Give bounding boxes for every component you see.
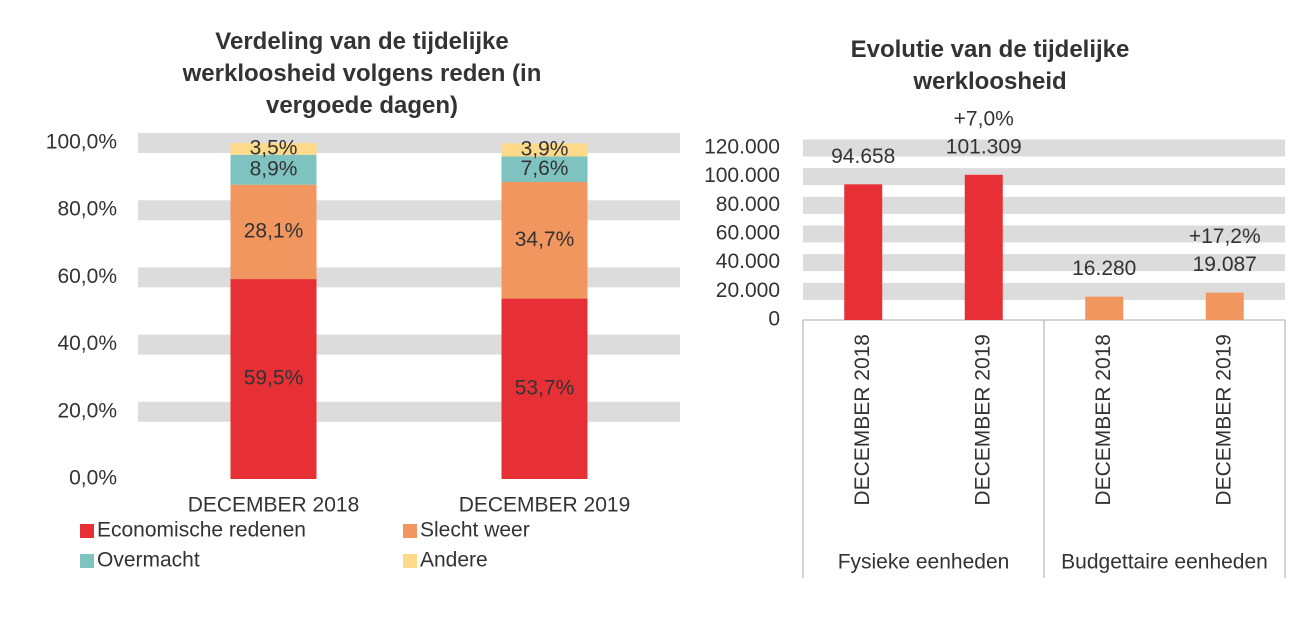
group-label: Fysieke eenheden	[838, 551, 1010, 574]
y-tick-label: 100.000	[704, 164, 780, 187]
legend-label: Economische redenen	[97, 519, 306, 542]
y-tick-label: 80,0%	[57, 198, 117, 221]
data-label: 19.087	[1193, 253, 1257, 276]
data-label: 59,5%	[244, 367, 304, 390]
bar-segment	[501, 143, 588, 157]
x-tick-label: DECEMBER 2018	[188, 494, 360, 517]
x-tick-label: DECEMBER 2019	[1212, 334, 1235, 506]
x-tick-label: DECEMBER 2018	[1092, 334, 1115, 506]
bar-segment	[230, 184, 317, 280]
y-tick-label: 40.000	[716, 250, 780, 273]
change-label: +17,2%	[1189, 225, 1261, 248]
y-tick-label: 40,0%	[57, 332, 117, 355]
y-tick-label: 120.000	[704, 136, 780, 159]
legend-swatch	[403, 524, 417, 538]
data-label: 16.280	[1072, 257, 1136, 280]
group-label: Budgettaire eenheden	[1061, 551, 1268, 574]
legend-label: Slecht weer	[420, 519, 530, 542]
data-label: 7,6%	[521, 157, 569, 180]
legend-swatch	[80, 554, 94, 568]
change-label: +7,0%	[954, 107, 1014, 130]
x-tick-label: DECEMBER 2019	[971, 334, 994, 506]
bar-segment	[230, 279, 317, 479]
chart-title: Verdeling van de tijdelijke werkloosheid…	[182, 28, 542, 119]
bar-segment	[230, 154, 317, 185]
y-tick-label: 60,0%	[57, 265, 117, 288]
y-tick-label: 0,0%	[69, 467, 117, 490]
y-tick-label: 20.000	[716, 279, 780, 302]
legend-label: Andere	[420, 549, 488, 572]
bar-segment	[501, 181, 588, 299]
chart-title: Evolutie van de tijdelijke werkloosheid	[850, 36, 1130, 95]
data-label: 3,9%	[521, 137, 569, 160]
data-label: 101.309	[946, 135, 1022, 158]
bar-segment	[501, 156, 588, 182]
x-tick-label: DECEMBER 2018	[851, 334, 874, 506]
y-tick-label: 60.000	[716, 222, 780, 245]
y-tick-label: 20,0%	[57, 399, 117, 422]
x-tick-label: DECEMBER 2019	[459, 494, 631, 517]
y-tick-label: 0	[768, 308, 780, 331]
bar-segment	[501, 298, 588, 479]
data-label: 53,7%	[515, 376, 575, 399]
legend-label: Overmacht	[97, 549, 200, 572]
bar	[1205, 292, 1244, 320]
bar	[1085, 296, 1124, 320]
bar	[844, 184, 883, 320]
y-tick-label: 100,0%	[46, 131, 117, 154]
data-label: 34,7%	[515, 228, 575, 251]
legend-swatch	[403, 554, 417, 568]
bar-segment	[230, 143, 317, 155]
data-label: 94.658	[831, 145, 895, 168]
data-label: 28,1%	[244, 219, 304, 242]
data-label: 8,9%	[250, 157, 298, 180]
data-label: 3,5%	[250, 136, 298, 159]
legend-swatch	[80, 524, 94, 538]
bar	[964, 174, 1003, 320]
y-tick-label: 80.000	[716, 193, 780, 216]
